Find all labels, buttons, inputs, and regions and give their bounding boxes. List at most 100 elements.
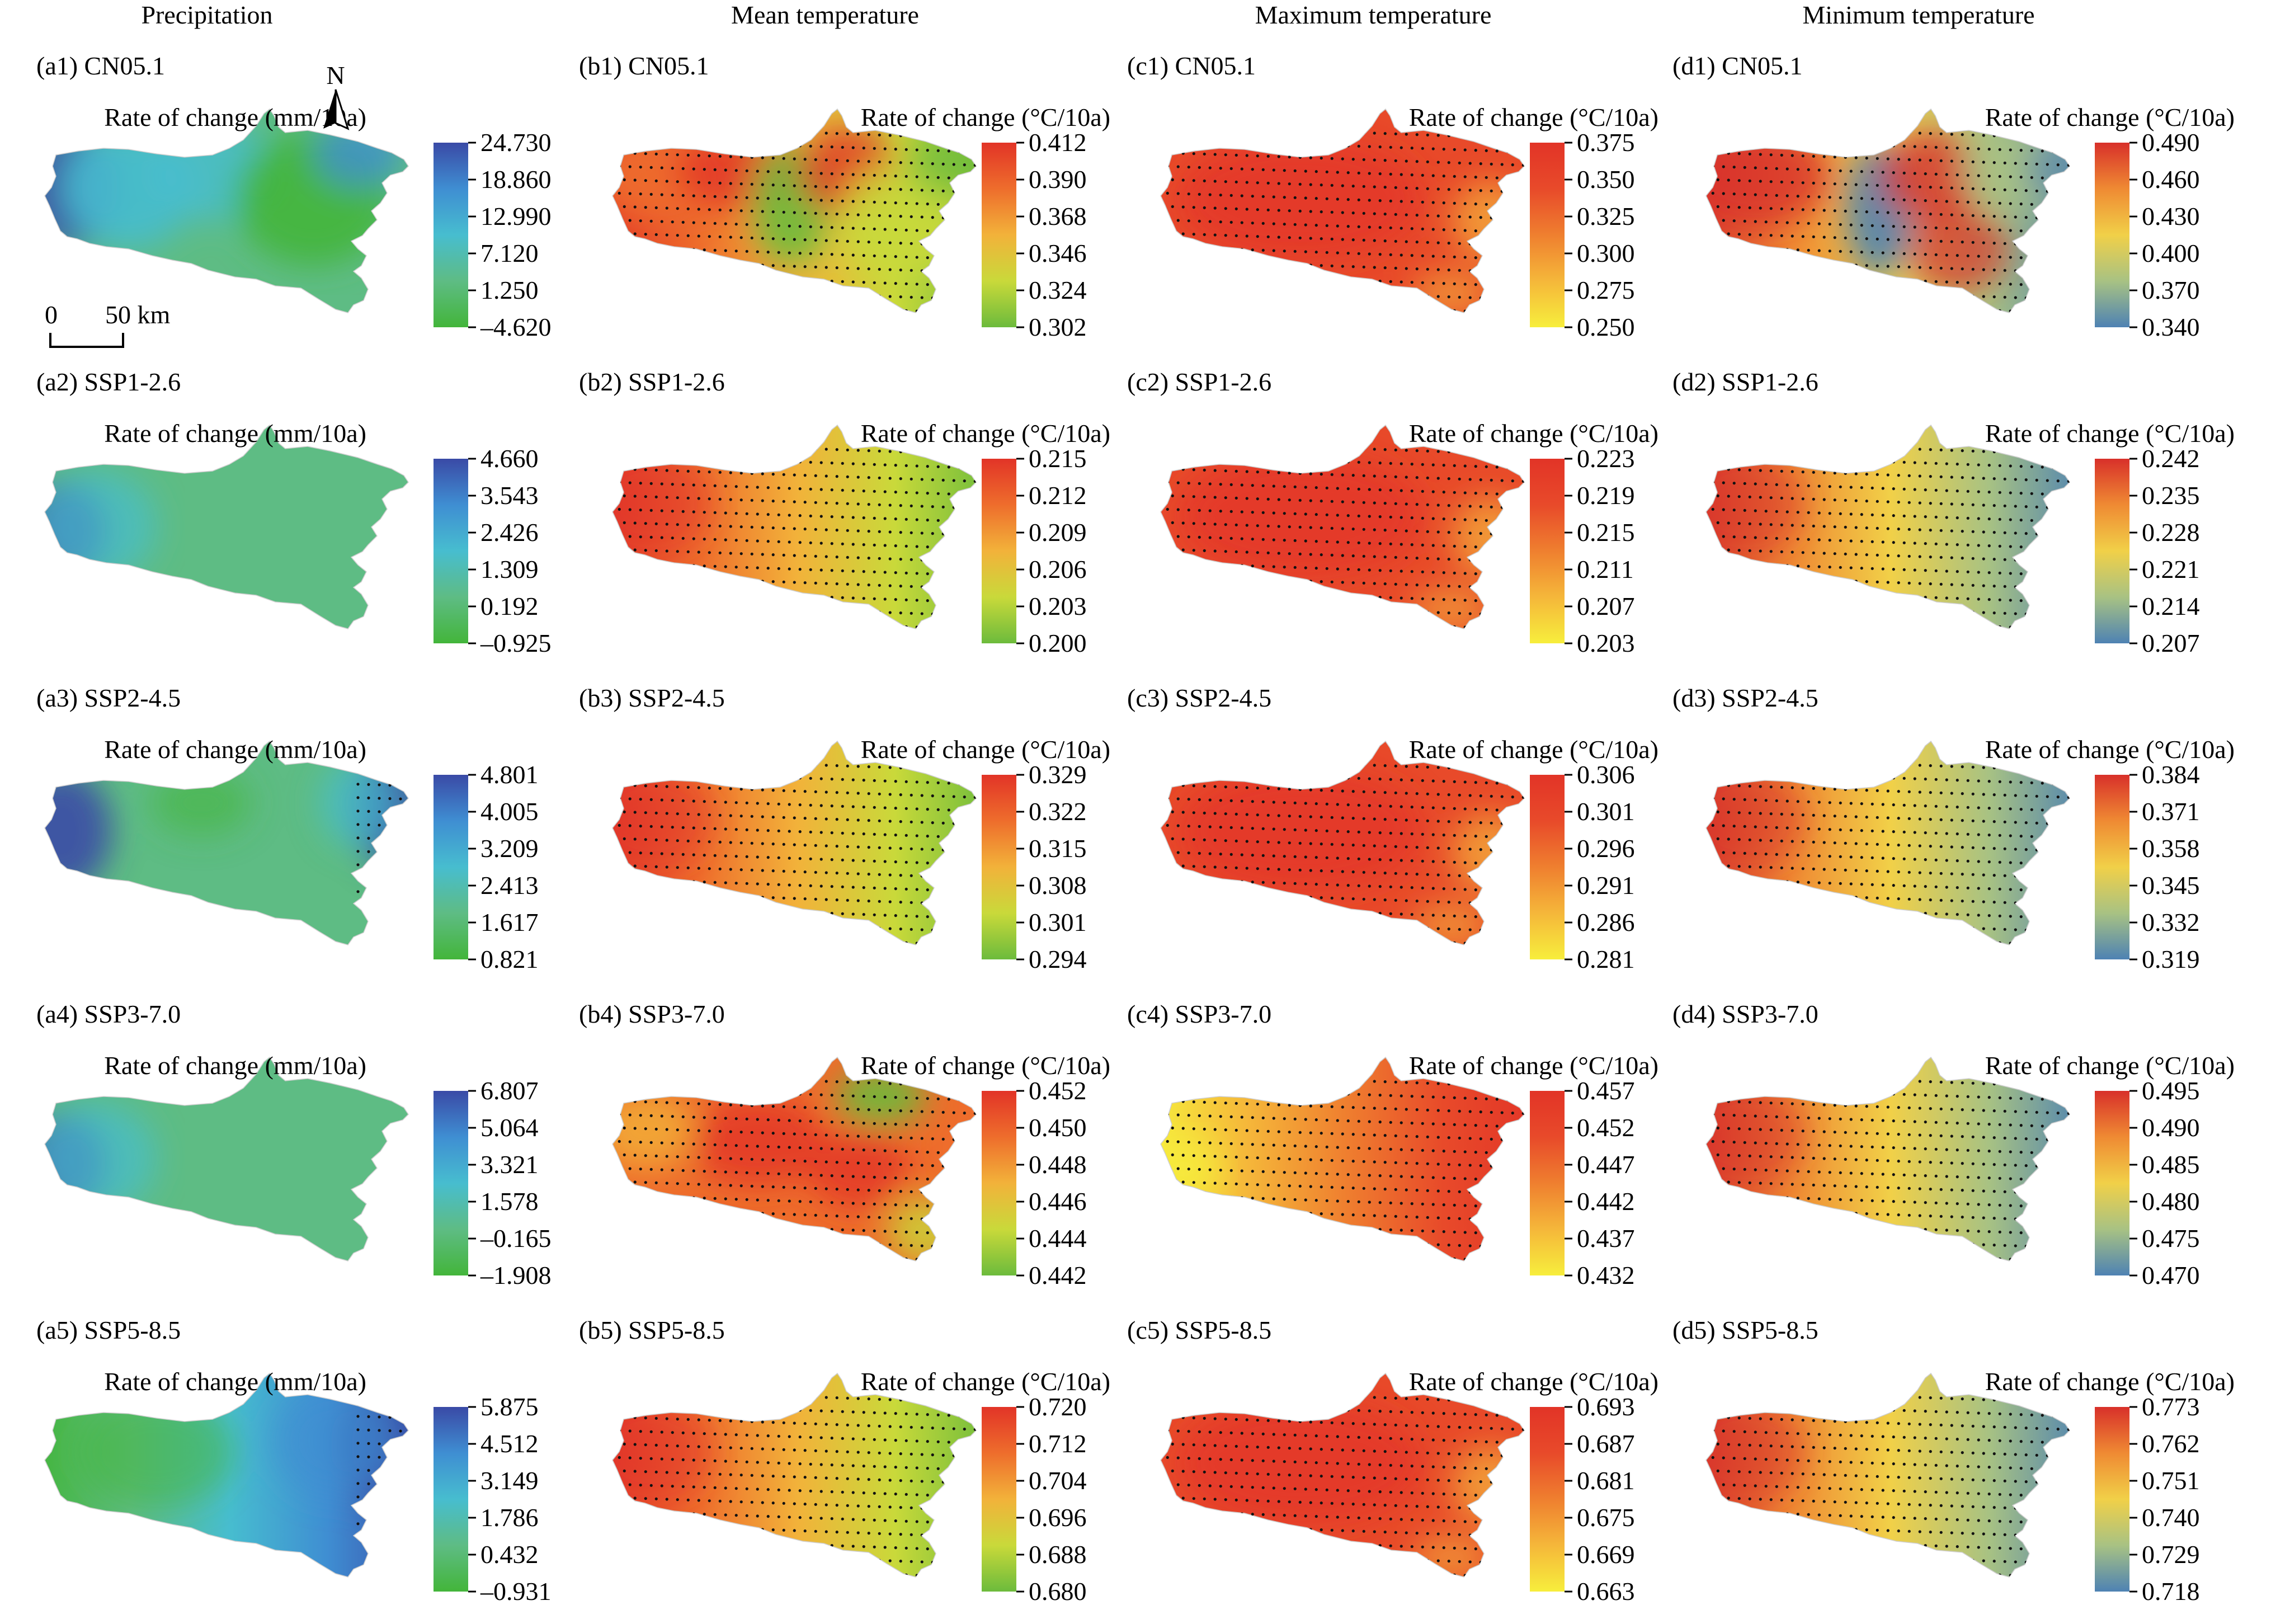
colorbar [2095,1091,2129,1275]
colorbar-tick-label: 0.452 [1029,1076,1087,1105]
basin-map [612,1056,977,1261]
colorbar-tick-label: 0.475 [2142,1224,2200,1253]
basin-map [612,1372,977,1578]
colorbar-tick-label: –4.620 [480,313,552,341]
colorbar-tick-label: 0.450 [1029,1113,1087,1142]
colorbar-tick-label: 0.490 [2142,1113,2200,1142]
colorbar [2095,143,2129,327]
colorbar-tick-label: 0.680 [1029,1577,1087,1606]
legend-unit-label: Rate of change (°C/10a) [861,735,1110,764]
colorbar-tick-label: 0.370 [2142,276,2200,304]
colorbar-tick-label: 0.219 [1577,481,1635,510]
colorbar-tick-label: 4.801 [480,760,539,789]
colorbar [982,1407,1016,1592]
colorbar-tick-label: 3.209 [480,834,539,863]
panel-label: (b5) SSP5-8.5 [579,1316,725,1344]
basin-map [44,424,409,629]
colorbar-tick-label: –1.908 [480,1261,552,1289]
colorbar-tick-label: 0.211 [1577,555,1634,583]
panel-a3: (a3) SSP2-4.5 Rate of change (mm/10a) 4.80… [36,684,539,973]
colorbar-tick-label: 0.306 [1577,760,1635,789]
legend-unit-label: Rate of change (mm/10a) [104,735,366,764]
panel-a5: (a5) SSP5-8.5 Rate of change (mm/10a) 5.87… [36,1316,552,1606]
colorbar-tick-label: 0.430 [2142,202,2200,230]
colorbar-tick-label: 0.447 [1577,1150,1635,1179]
colorbar-tick-label: 0.384 [2142,760,2200,789]
basin-map [1705,108,2070,313]
colorbar-tick-label: 0.209 [1029,518,1087,547]
colorbar-tick-label: 4.512 [480,1429,539,1458]
panel-b5: (b5) SSP5-8.5 Rate of change (°C/10a)0.72… [579,1316,1110,1606]
legend-unit-label: Rate of change (°C/10a) [861,103,1110,131]
panel-a2: (a2) SSP1-2.6 Rate of change (mm/10a) 4.66… [36,368,552,657]
colorbar-tick-label: 18.860 [480,165,552,194]
colorbar-tick-label: 0.371 [2142,797,2200,826]
basin-map [44,1372,409,1578]
colorbar-tick-label: 0.281 [1577,945,1635,973]
colorbar-tick-label: 0.696 [1029,1503,1087,1532]
colorbar-tick-label: 0.437 [1577,1224,1635,1253]
colorbar-tick-label: 0.712 [1029,1429,1087,1458]
colorbar-tick-label: 0.452 [1577,1113,1635,1142]
column-title-0: Precipitation [141,1,272,29]
map-furniture: N 0 50 km [45,61,350,348]
colorbar-tick-label: 0.300 [1577,239,1635,267]
colorbar-tick-label: 0.275 [1577,276,1635,304]
colorbar [2095,775,2129,959]
basin-map [1705,424,2070,629]
colorbar [434,143,468,327]
panel-label: (b1) CN05.1 [579,51,709,80]
colorbar [1530,775,1565,959]
panel-c1: (c1) CN05.1 Rate of change (°C/10a)0.375 0… [1127,51,1659,341]
north-label: N [326,61,345,90]
colorbar-tick-label: 0.223 [1577,444,1635,473]
colorbar [434,459,468,643]
colorbar-tick-label: 0.301 [1577,797,1635,826]
colorbar [2095,459,2129,643]
basin-map [612,108,977,313]
colorbar-tick-label: 0.345 [2142,871,2200,900]
panel-label: (b3) SSP2-4.5 [579,684,725,712]
colorbar-tick-label: 0.390 [1029,165,1087,194]
legend-unit-label: Rate of change (°C/10a) [1985,419,2235,448]
colorbar-tick-label: 0.688 [1029,1540,1087,1569]
colorbar-tick-label: 0.294 [1029,945,1087,973]
map-panels: (a1) CN05.1 Rate of change (mm/10a) 24.730… [36,51,2235,1606]
colorbar-tick-label: 12.990 [480,202,552,230]
basin-map [1705,1372,2070,1578]
colorbar-tick-label: 0.773 [2142,1392,2200,1421]
panel-b1: (b1) CN05.1 Rate of change (°C/10a)0.412 0… [579,51,1110,341]
basin-map [44,108,409,313]
panel-label: (a1) CN05.1 [36,51,165,80]
panel-label: (d2) SSP1-2.6 [1672,368,1818,396]
colorbar-tick-label: 2.426 [480,518,539,547]
legend-unit-label: Rate of change (°C/10a) [1985,1051,2235,1080]
legend-unit-label: Rate of change (°C/10a) [1985,735,2235,764]
basin-map [1160,108,1525,313]
colorbar-tick-label: 0.480 [2142,1187,2200,1216]
basin-map [44,1056,409,1261]
colorbar-tick-label: 0.375 [1577,128,1635,157]
colorbar-tick-label: 0.228 [2142,518,2200,547]
colorbar [434,1091,468,1275]
colorbar-tick-label: 0.460 [2142,165,2200,194]
colorbar-tick-label: 0.346 [1029,239,1087,267]
colorbar-tick-label: 0.340 [2142,313,2200,341]
colorbar-tick-label: 0.740 [2142,1503,2200,1532]
colorbar-tick-label: 3.543 [480,481,539,510]
colorbar-tick-label: 24.730 [480,128,552,157]
scale-end: 50 km [105,300,171,329]
basin-map [1160,424,1525,629]
legend-unit-label: Rate of change (°C/10a) [861,1367,1110,1396]
colorbar-tick-label: 0.681 [1577,1466,1635,1495]
colorbar [1530,459,1565,643]
colorbar-tick-label: 0.242 [2142,444,2200,473]
panel-a1: (a1) CN05.1 Rate of change (mm/10a) 24.730… [36,51,552,341]
legend-unit-label: Rate of change (°C/10a) [1985,103,2235,131]
colorbar-tick-label: 0.412 [1029,128,1087,157]
colorbar-tick-label: 0.200 [1029,629,1087,657]
